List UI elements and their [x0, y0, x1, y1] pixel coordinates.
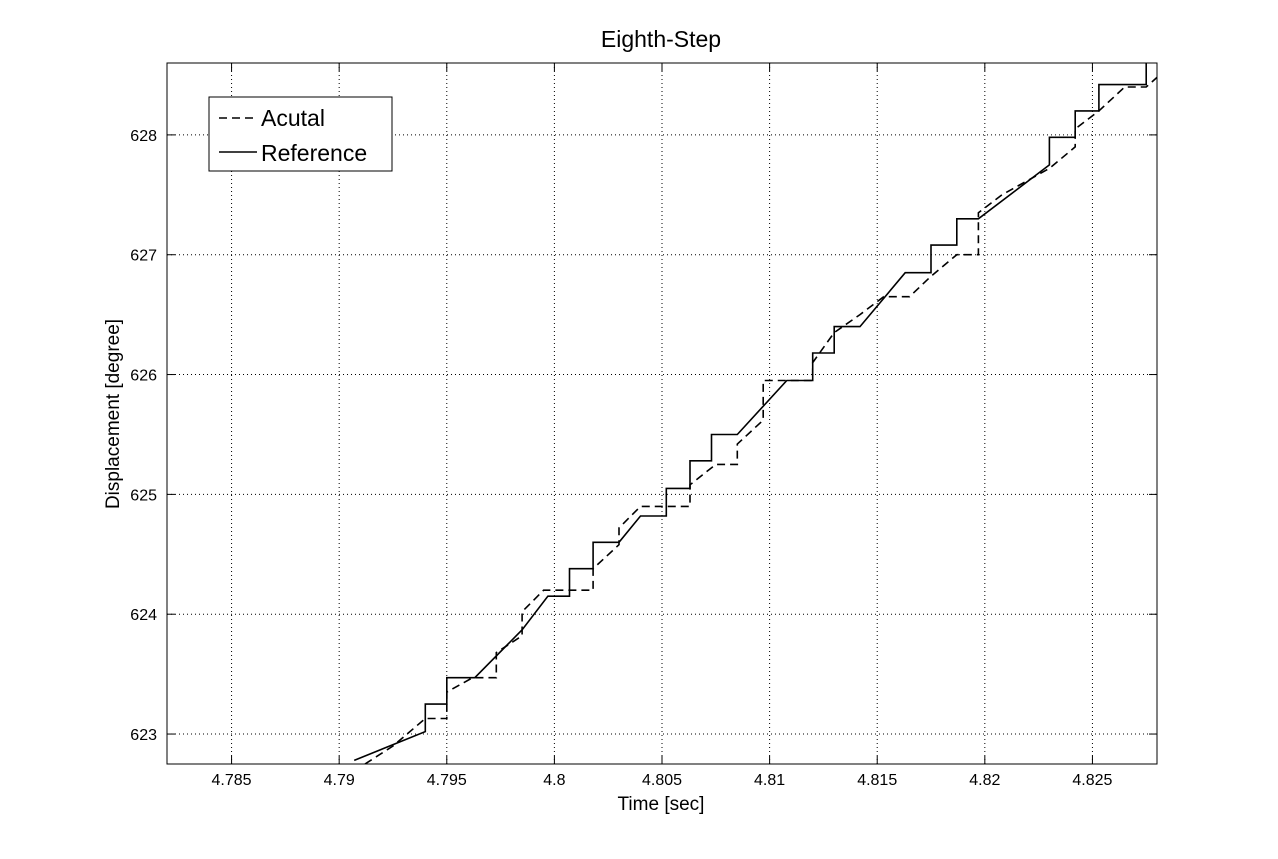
x-tick-labels: 4.785 4.79 4.795 4.8 4.805 4.81 4.815 4.82 4.825 — [212, 772, 1113, 789]
ticks — [167, 63, 1157, 764]
y-tick-label: 625 — [130, 487, 157, 504]
legend: Acutal Reference — [208, 96, 393, 172]
x-axis-label: Time [sec] — [618, 794, 705, 815]
y-tick-label: 627 — [130, 248, 157, 265]
y-tick-labels: 623 624 625 626 627 628 — [130, 128, 157, 744]
chart-title: Eighth-Step — [601, 26, 721, 52]
y-axis-label: Displacement [degree] — [103, 319, 124, 509]
x-tick-label: 4.815 — [857, 772, 897, 789]
series-reference-line — [353, 63, 1147, 762]
x-tick-label: 4.825 — [1072, 772, 1112, 789]
x-tick-label: 4.8 — [543, 772, 565, 789]
y-tick-label: 624 — [130, 607, 157, 624]
legend-box — [208, 96, 393, 172]
x-tick-label: 4.795 — [427, 772, 467, 789]
x-tick-label: 4.785 — [212, 772, 252, 789]
series-layer — [353, 63, 1157, 764]
y-tick-label: 626 — [130, 368, 157, 385]
x-tick-label: 4.81 — [754, 772, 785, 789]
y-tick-label: 623 — [130, 727, 157, 744]
y-tick-label: 628 — [130, 128, 157, 145]
x-tick-label: 4.805 — [642, 772, 682, 789]
legend-label-acutal: Acutal — [261, 105, 325, 131]
legend-label-reference: Reference — [261, 140, 367, 166]
x-tick-label: 4.79 — [324, 772, 355, 789]
x-tick-label: 4.82 — [969, 772, 1000, 789]
